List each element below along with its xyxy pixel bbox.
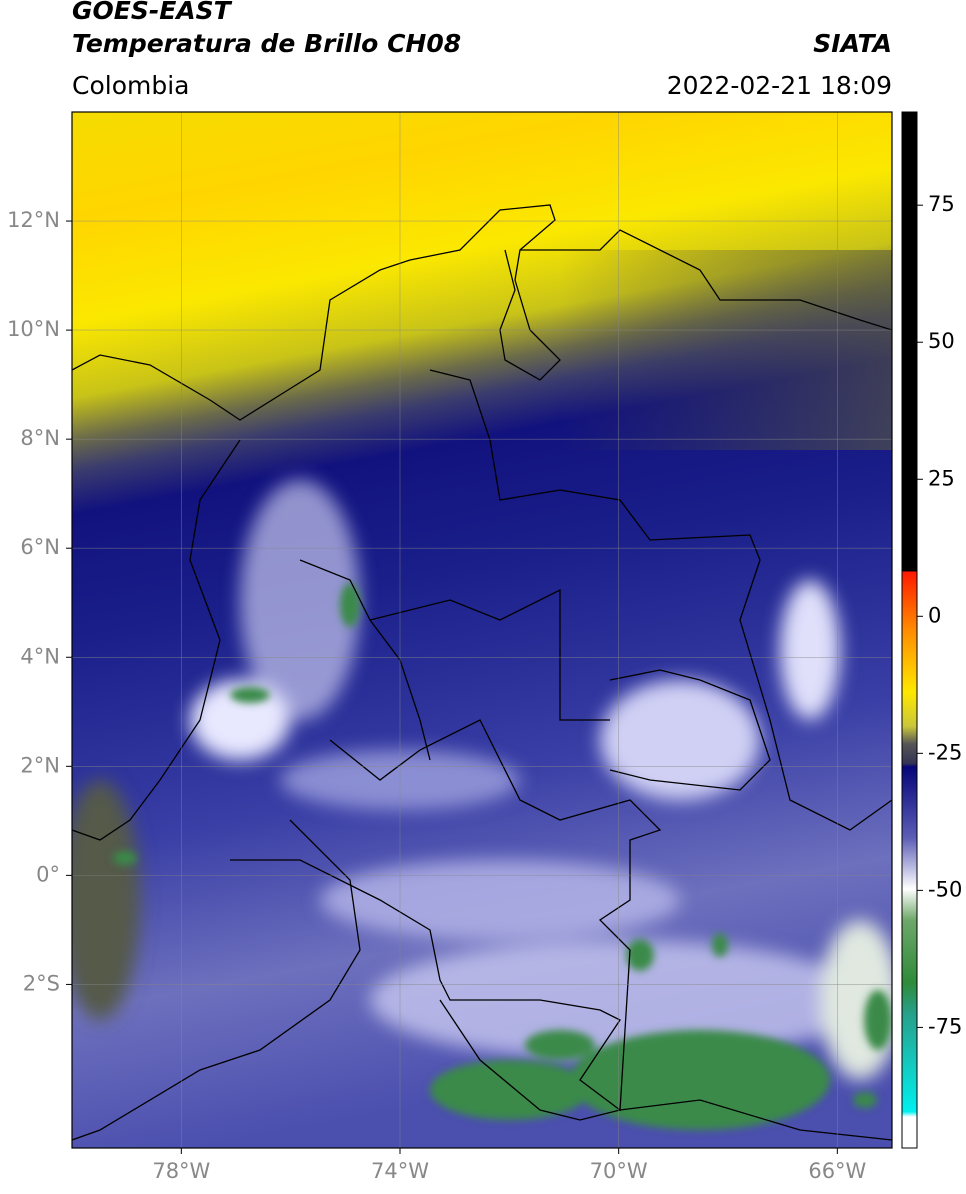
y-tick-label: 8°N — [20, 426, 60, 450]
y-tick-label: 0° — [36, 862, 60, 886]
x-tick-label: 66°W — [808, 1159, 866, 1183]
y-tick-label: 12°N — [7, 208, 60, 232]
colorbar-tick-label: -25 — [928, 740, 962, 764]
y-tick-label: 2°N — [20, 753, 60, 777]
colorbar-tick-label: -50 — [928, 877, 962, 901]
y-tick-label: 4°N — [20, 644, 60, 668]
x-tick-label: 78°W — [152, 1159, 210, 1183]
x-tick-label: 70°W — [590, 1159, 648, 1183]
colorbar-tick-label: 25 — [928, 466, 955, 490]
y-tick-label: 2°S — [23, 971, 60, 995]
colorbar-tick-label: 0 — [928, 603, 941, 627]
map-frame — [71, 111, 893, 1149]
datetime: 2022-02-21 18:09 — [667, 71, 892, 100]
y-tick-label: 10°N — [7, 317, 60, 341]
colorbar — [901, 111, 918, 1149]
region: Colombia — [72, 71, 189, 100]
colorbar-tick-label: -75 — [928, 1014, 962, 1038]
colorbar-tick-label: 50 — [928, 329, 955, 353]
y-tick-label: 6°N — [20, 535, 60, 559]
satellite-image — [72, 112, 892, 1148]
x-tick-label: 74°W — [371, 1159, 429, 1183]
title: GOES-EAST — [72, 0, 233, 25]
subtitle: Temperatura de Brillo CH08 — [72, 29, 461, 58]
source: SIATA — [813, 29, 892, 58]
grid — [72, 112, 892, 1148]
colorbar-tick-label: 75 — [928, 192, 955, 216]
